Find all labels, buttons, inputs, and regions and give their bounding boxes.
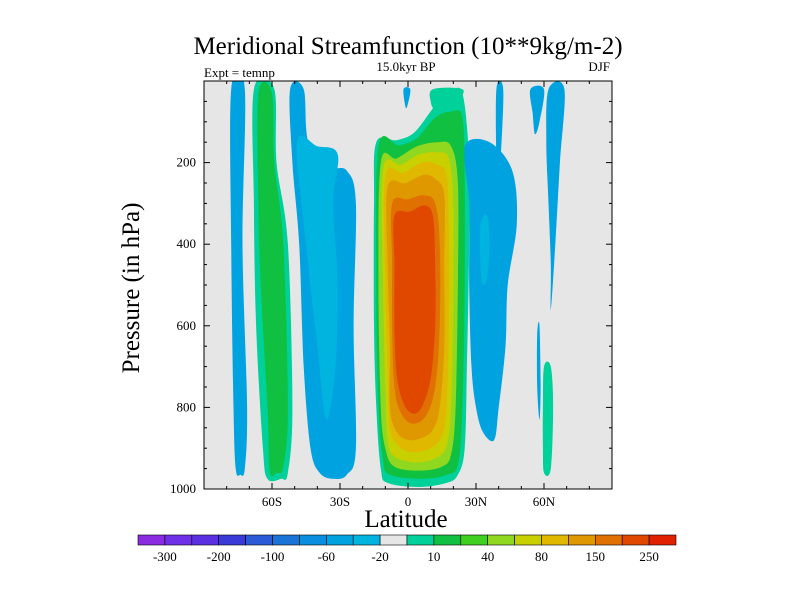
colorbar-swatch	[406, 534, 435, 546]
cell-nh-ferrel-neg	[463, 138, 518, 442]
chart-subtitle: 15.0kyr BP	[376, 59, 435, 74]
colorbar-swatch	[594, 534, 623, 546]
colorbar: -300 -200 -100 -60 -20 10 40 80 150 250	[137, 534, 677, 564]
colorbar-swatch	[272, 534, 300, 546]
colorbar-swatch	[487, 534, 515, 546]
colorbar-swatch	[514, 534, 542, 546]
colorbar-swatch	[299, 534, 327, 546]
colorbar-swatch	[648, 534, 677, 546]
x-tick-label: 30N	[465, 494, 488, 509]
x-axis: 60S 30S 0 30N 60N	[226, 81, 590, 509]
cell-nh-upper-neg3	[529, 85, 545, 135]
colorbar-label: 80	[535, 549, 548, 564]
y-tick-label: 800	[177, 399, 197, 414]
y-tick-label: 1000	[170, 481, 196, 496]
colorbar-swatch	[245, 534, 273, 546]
season-label: DJF	[588, 59, 610, 74]
y-tick-label: 200	[177, 155, 197, 170]
cell-nh-ferrel-core	[479, 214, 490, 286]
experiment-label: Expt = temnp	[204, 65, 275, 80]
colorbar-swatch	[433, 534, 462, 546]
y-tick-label: 600	[177, 318, 197, 333]
cell-nh-polar-neg-low	[536, 321, 541, 420]
cell-sh-mid-positive	[257, 81, 288, 477]
colorbar-label: 250	[639, 549, 659, 564]
colorbar-swatch	[460, 534, 488, 546]
colorbar-swatch	[541, 534, 569, 546]
x-tick-label: 0	[405, 494, 412, 509]
cell-nh-polar-pos-low	[542, 361, 554, 477]
cell-sh-polar-neg	[230, 81, 248, 476]
y-axis-label: Pressure (in hPa)	[118, 203, 145, 374]
x-axis-label: Latitude	[364, 506, 447, 533]
colorbar-swatch	[621, 534, 650, 546]
colorbar-label: 10	[427, 549, 440, 564]
cell-nh-polar-neg	[546, 81, 565, 310]
colorbar-label: 40	[481, 549, 494, 564]
x-tick-label: 60S	[262, 494, 282, 509]
colorbar-label: -60	[318, 549, 335, 564]
colorbar-swatch	[191, 534, 220, 546]
chart-title: Meridional Streamfunction (10**9kg/m-2)	[193, 33, 622, 60]
cell-nh-upper-pos	[429, 87, 464, 110]
colorbar-label: -300	[153, 549, 177, 564]
y-tick-label: 400	[177, 236, 197, 251]
colorbar-swatch	[218, 534, 246, 546]
colorbar-label: -200	[207, 549, 231, 564]
x-tick-label: 30S	[330, 494, 350, 509]
colorbar-swatch	[164, 534, 193, 546]
colorbar-label: 150	[586, 549, 606, 564]
x-tick-label: 60N	[533, 494, 556, 509]
colorbar-label: -20	[371, 549, 388, 564]
cell-nh-upper-neg2	[495, 81, 504, 188]
cell-hadley-core	[393, 205, 436, 414]
plot-area: 60S 30S 0 30N 60N 200 400 600 800 1000	[170, 80, 613, 509]
colorbar-swatch	[325, 534, 354, 546]
cell-sh-ferrel-core	[296, 135, 339, 420]
colorbar-swatch	[352, 534, 381, 546]
cell-nh-upper-neg	[403, 87, 411, 109]
colorbar-swatch	[568, 534, 596, 546]
colorbar-swatch	[379, 534, 408, 546]
colorbar-label: -100	[261, 549, 285, 564]
y-axis: 200 400 600 800 1000	[170, 100, 612, 496]
colorbar-swatch	[137, 534, 166, 546]
